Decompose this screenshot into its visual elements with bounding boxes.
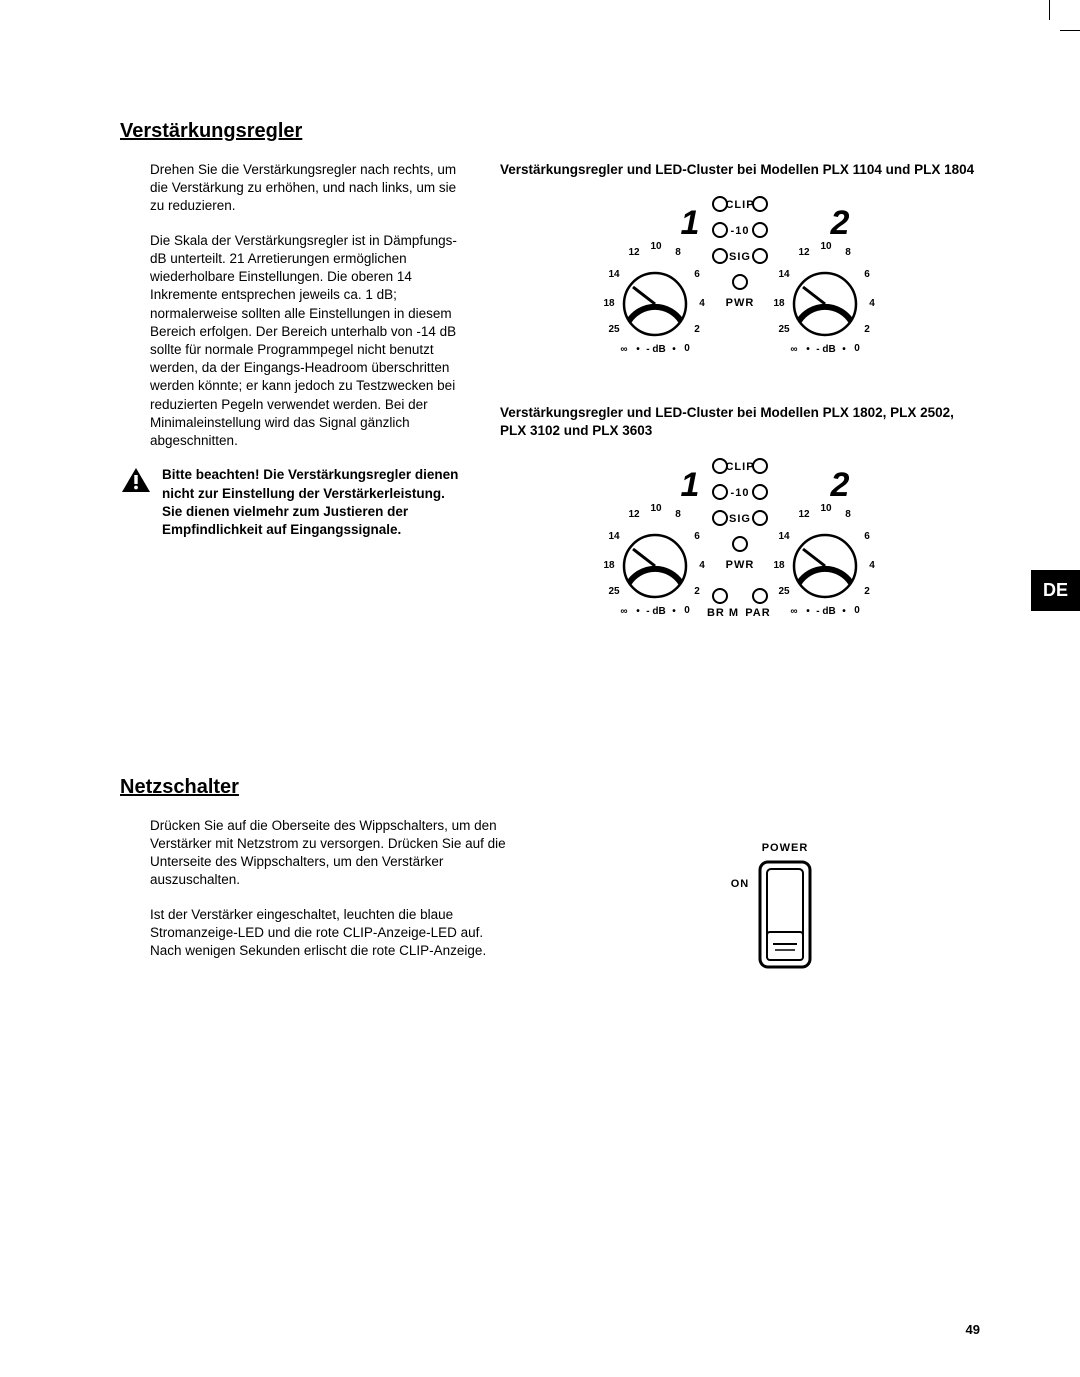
svg-text:0: 0 (854, 605, 860, 616)
led-m10: -10 (731, 225, 750, 237)
svg-text:•: • (806, 344, 810, 355)
svg-text:12: 12 (628, 509, 640, 520)
svg-text:14: 14 (608, 269, 620, 280)
ch1-label: 1 (681, 204, 700, 242)
svg-text:∞: ∞ (790, 606, 797, 617)
svg-text:2: 2 (864, 586, 870, 597)
svg-text:SIG: SIG (729, 513, 751, 525)
svg-text:•: • (636, 344, 640, 355)
svg-text:PAR: PAR (745, 607, 770, 619)
svg-text:25: 25 (778, 586, 790, 597)
power-switch-diagram: POWER ON (550, 837, 980, 992)
svg-text:- dB: - dB (646, 606, 665, 617)
svg-text:•: • (636, 606, 640, 617)
svg-text:1: 1 (681, 466, 700, 504)
section-gain: Verstärkungsregler Drehen Sie die Verstä… (120, 120, 980, 666)
svg-text:∞: ∞ (620, 344, 627, 355)
svg-text:- dB: - dB (646, 344, 665, 355)
svg-text:6: 6 (694, 269, 700, 280)
figure-caption: Verstärkungsregler und LED-Cluster bei M… (500, 161, 980, 179)
svg-text:0: 0 (684, 605, 690, 616)
figure-caption: Verstärkungsregler und LED-Cluster bei M… (500, 404, 980, 440)
section-power: Netzschalter Drücken Sie auf die Obersei… (120, 776, 980, 992)
section-title-gain: Verstärkungsregler (120, 120, 980, 143)
svg-text:8: 8 (845, 509, 851, 520)
svg-text:18: 18 (773, 560, 785, 571)
svg-text:8: 8 (675, 509, 681, 520)
para: Die Skala der Verstärkungsregler ist in … (150, 232, 460, 451)
svg-text:10: 10 (820, 241, 832, 252)
svg-text:6: 6 (694, 531, 700, 542)
svg-text:6: 6 (864, 269, 870, 280)
right-column: Verstärkungsregler und LED-Cluster bei M… (500, 161, 980, 666)
svg-text:2: 2 (694, 324, 700, 335)
svg-text:∞: ∞ (620, 606, 627, 617)
left-column: Drehen Sie die Verstärkungsregler nach r… (120, 161, 460, 666)
on-label: ON (731, 878, 750, 890)
knob-ch1: 12 10 8 6 4 2 0 14 18 25 ∞ • - dB • (603, 241, 705, 355)
gain-cluster-diagram-2: CLIP -10 SIG PWR BR M PAR (580, 451, 900, 626)
svg-text:8: 8 (845, 247, 851, 258)
svg-text:14: 14 (778, 531, 790, 542)
svg-text:10: 10 (650, 241, 662, 252)
led-pwr: PWR (726, 297, 755, 309)
svg-text:10: 10 (650, 503, 662, 514)
svg-text:0: 0 (684, 343, 690, 354)
led-clip: CLIP (725, 199, 754, 211)
svg-text:4: 4 (699, 560, 705, 571)
para: Drücken Sie auf die Oberseite des Wippsc… (150, 817, 510, 890)
svg-text:2: 2 (830, 466, 850, 504)
svg-text:14: 14 (608, 531, 620, 542)
led-sig: SIG (729, 251, 751, 263)
svg-text:18: 18 (603, 560, 615, 571)
note-text: Bitte beachten! Die Verstärkungsregler d… (162, 466, 460, 539)
crop-mark (1060, 30, 1080, 31)
svg-text:PWR: PWR (726, 559, 755, 571)
svg-text:BR M: BR M (707, 607, 739, 619)
power-label: POWER (762, 842, 809, 854)
svg-text:10: 10 (820, 503, 832, 514)
svg-text:12: 12 (798, 247, 810, 258)
svg-text:•: • (842, 344, 846, 355)
svg-text:•: • (672, 606, 676, 617)
svg-text:4: 4 (869, 560, 875, 571)
note: Bitte beachten! Die Verstärkungsregler d… (120, 466, 460, 539)
crop-mark (1049, 0, 1050, 20)
svg-text:2: 2 (864, 324, 870, 335)
knob-ch2: 12 10 8 6 4 2 0 14 18 25 ∞ • - dB • (773, 241, 875, 355)
svg-text:25: 25 (778, 324, 790, 335)
gain-cluster-diagram-1: CLIP -10 SIG PWR 1 2 (580, 189, 900, 364)
svg-text:4: 4 (699, 298, 705, 309)
ch2-label: 2 (830, 204, 850, 242)
warning-icon (120, 466, 152, 499)
language-tab: DE (1031, 570, 1080, 611)
svg-text:-10: -10 (731, 487, 750, 499)
para: Drehen Sie die Verstärkungsregler nach r… (150, 161, 460, 216)
svg-text:- dB: - dB (816, 344, 835, 355)
svg-text:•: • (842, 606, 846, 617)
svg-text:- dB: - dB (816, 606, 835, 617)
svg-text:∞: ∞ (790, 344, 797, 355)
svg-text:18: 18 (773, 298, 785, 309)
svg-text:14: 14 (778, 269, 790, 280)
svg-text:18: 18 (603, 298, 615, 309)
svg-text:25: 25 (608, 586, 620, 597)
svg-text:12: 12 (798, 509, 810, 520)
svg-text:2: 2 (694, 586, 700, 597)
left-column: Drücken Sie auf die Oberseite des Wippsc… (120, 817, 510, 992)
svg-text:0: 0 (854, 343, 860, 354)
page-number: 49 (966, 1322, 980, 1337)
para: Ist der Verstärker eingeschaltet, leucht… (150, 906, 510, 961)
section-title-power: Netzschalter (120, 776, 980, 799)
svg-text:8: 8 (675, 247, 681, 258)
svg-text:CLIP: CLIP (725, 461, 754, 473)
svg-text:6: 6 (864, 531, 870, 542)
svg-text:25: 25 (608, 324, 620, 335)
svg-text:•: • (806, 606, 810, 617)
svg-text:4: 4 (869, 298, 875, 309)
right-column: POWER ON (550, 817, 980, 992)
svg-text:•: • (672, 344, 676, 355)
svg-text:12: 12 (628, 247, 640, 258)
